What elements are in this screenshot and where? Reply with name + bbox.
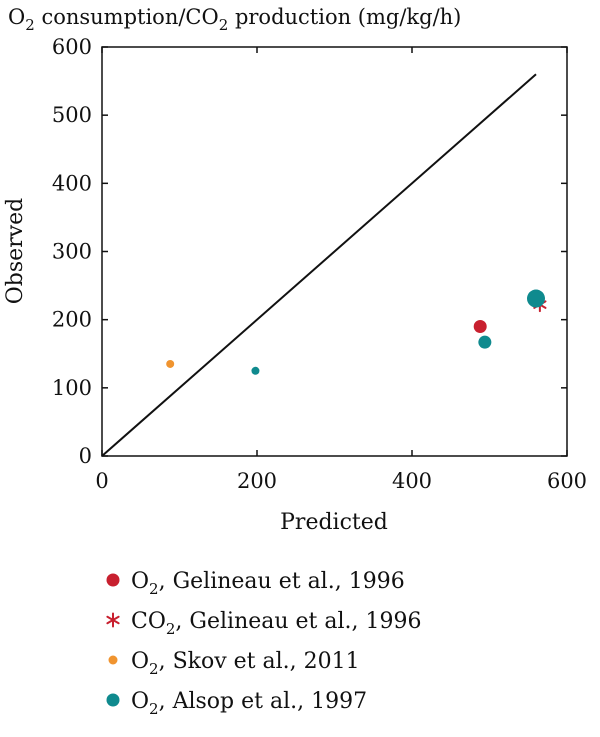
- x-tick-label: 200: [237, 469, 277, 493]
- legend-label: CO2, Gelineau et al., 1996: [131, 609, 422, 638]
- legend-marker: [106, 573, 120, 587]
- legend-marker: [106, 693, 120, 707]
- identity-line: [101, 73, 537, 457]
- y-tick-label: 0: [79, 444, 92, 468]
- axis-ticks: 0 200 400 600 0 100 200 300 400 500 600: [52, 35, 587, 493]
- y-tick-label: 100: [52, 376, 92, 400]
- data-point: [478, 335, 492, 349]
- data-point: [527, 289, 545, 308]
- legend-label: O2, Skov et al., 2011: [131, 649, 360, 678]
- x-tick-label: 400: [392, 469, 432, 493]
- y-tick-label: 600: [52, 35, 92, 59]
- data-points: [166, 289, 547, 375]
- legend-label: O2, Alsop et al., 1997: [131, 689, 367, 718]
- data-point: [473, 319, 487, 333]
- x-tick-label: 0: [95, 469, 108, 493]
- legend-marker: [108, 655, 118, 665]
- x-tick-label: 600: [547, 469, 587, 493]
- legend-label: O2, Gelineau et al., 1996: [131, 569, 405, 598]
- y-tick-label: 400: [52, 171, 92, 195]
- x-axis-label: Predicted: [280, 510, 388, 535]
- legend: O2, Gelineau et al., 1996 CO2, Gelineau e…: [106, 569, 422, 718]
- chart-title: O2 consumption/CO2 production (mg/kg/h): [8, 5, 461, 34]
- data-point: [251, 366, 260, 375]
- legend-marker: [106, 612, 120, 628]
- y-tick-label: 500: [52, 103, 92, 127]
- data-point: [166, 359, 175, 368]
- y-axis-label: Observed: [3, 198, 28, 304]
- y-tick-label: 300: [52, 240, 92, 264]
- y-tick-label: 200: [52, 308, 92, 332]
